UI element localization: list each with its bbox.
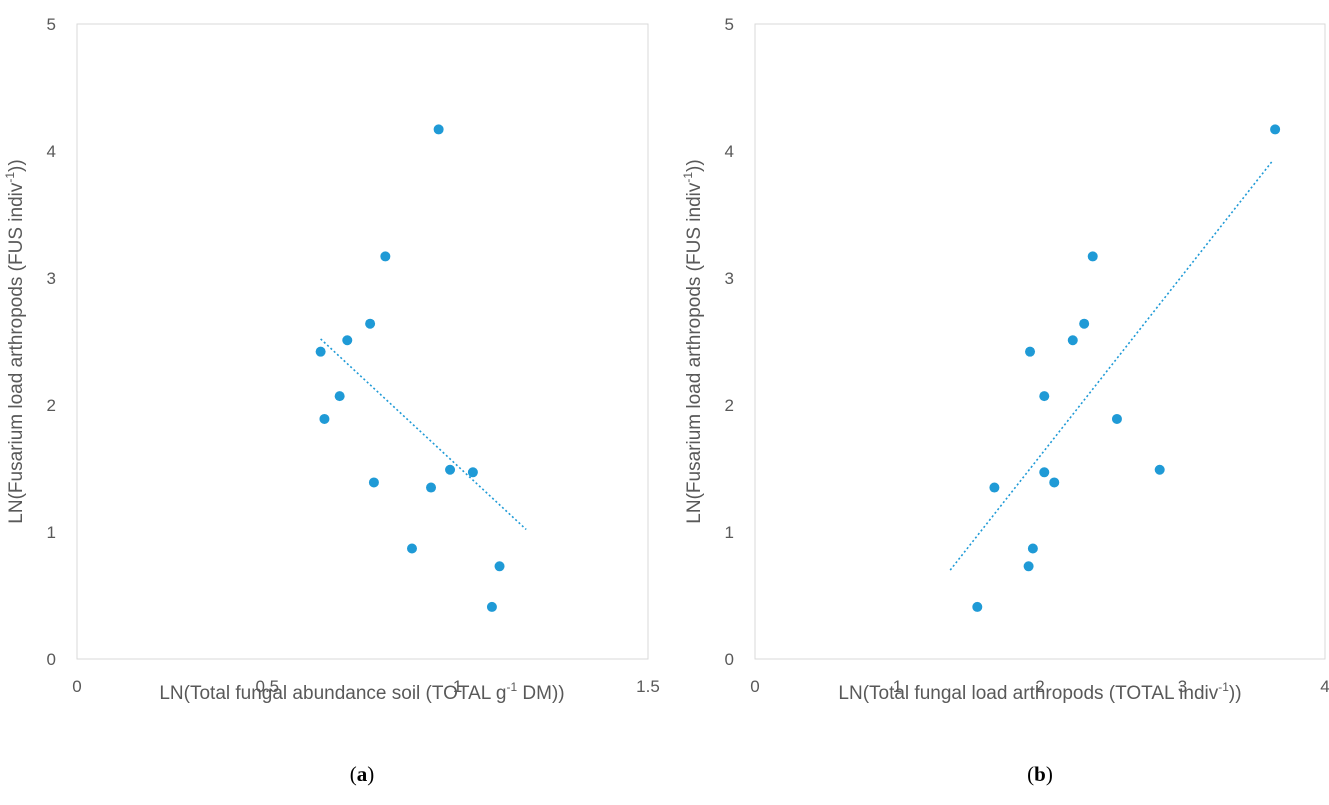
panel-b-x-tick-label: 3	[1178, 677, 1187, 696]
panel-b-y-tick-label: 0	[725, 650, 734, 669]
panel-a-data-point	[342, 335, 353, 346]
panel-a-y-tick-label: 4	[47, 142, 56, 161]
panel-b-x-tick-label: 2	[1035, 677, 1044, 696]
panel-a-x-tick-label: 1	[453, 677, 462, 696]
panel-a-x-tick-label: 0	[72, 677, 81, 696]
panel-b-data-point	[1025, 346, 1036, 357]
panel-a-data-point	[365, 318, 376, 329]
panel-b-chart: 0 1 2 3 4 0 1 2 3 4 5 LN(Total fungal load arthropo…	[681, 15, 1329, 786]
panel-a-y-tick-label: 3	[47, 269, 56, 288]
panel-b-data-point	[1023, 561, 1034, 572]
panel-a-x-axis-label: LN(Total fungal abundance soil (TOTAL g-…	[159, 680, 564, 704]
panel-b-data-point	[1039, 391, 1050, 402]
panel-a-data-point	[368, 477, 379, 488]
panel-a-plot-frame	[76, 23, 649, 660]
panel-a-y-axis-label: LN(Fusarium load arthropods (FUS indiv-1…	[3, 159, 27, 523]
panel-b-data-point	[1111, 413, 1122, 424]
panel-a-data-point	[315, 346, 326, 357]
panel-a-data-point	[433, 124, 444, 135]
panel-a-data-point	[426, 482, 437, 493]
panel-b-data-point	[1027, 543, 1038, 554]
panel-b-data-point	[1049, 477, 1060, 488]
panel-b-data-point	[1039, 467, 1050, 478]
panel-a-data-point	[319, 413, 330, 424]
panel-a-data-point	[486, 601, 497, 612]
panel-b-y-tick-label: 5	[725, 15, 734, 34]
panel-b-y-tick-label: 4	[725, 142, 734, 161]
panel-a-x-tick-label: 1.5	[636, 677, 660, 696]
panel-b-x-tick-label: 4	[1320, 677, 1329, 696]
panel-b-panel-label: (b)	[1027, 762, 1053, 786]
panel-a-x-tick-label: 0.5	[256, 677, 280, 696]
panel-b-y-tick-label: 2	[725, 396, 734, 415]
panel-a-data-point	[445, 464, 456, 475]
panel-b-y-tick-label: 3	[725, 269, 734, 288]
panel-a-y-tick-label: 1	[47, 523, 56, 542]
panel-a-trendline	[320, 338, 527, 531]
panel-a-y-tick-label: 5	[47, 15, 56, 34]
panel-a-chart: 0 0.5 1 1.5 0 1 2 3 4 5 LN(Total fungal abundance …	[3, 15, 660, 786]
panel-a-panel-label: (a)	[350, 762, 375, 786]
panel-b-data-point	[1154, 464, 1165, 475]
panel-b-x-axis-label: LN(Total fungal load arthropods (TOTAL i…	[838, 680, 1241, 704]
panel-a-data-point	[494, 561, 505, 572]
panel-b-data-point	[1067, 335, 1078, 346]
panel-b-data-point	[1270, 124, 1281, 135]
panel-a-y-tick-label: 0	[47, 650, 56, 669]
panel-a-data-point	[406, 543, 417, 554]
panel-b-y-tick-label: 1	[725, 523, 734, 542]
panel-a-data-point	[334, 391, 345, 402]
panel-b-data-point	[1079, 318, 1090, 329]
panel-b-data-point	[1087, 251, 1098, 262]
panel-a-y-tick-label: 2	[47, 396, 56, 415]
panel-b-plot-frame	[754, 23, 1326, 660]
panel-b-data-point	[989, 482, 1000, 493]
panel-a-data-point	[380, 251, 391, 262]
panel-b-x-tick-label: 0	[750, 677, 759, 696]
panel-b-y-axis-label: LN(Fusarium load arthropods (FUS indiv-1…	[681, 159, 705, 523]
panel-b-trendline	[949, 160, 1273, 571]
panel-a-data-point	[467, 467, 478, 478]
panel-b-data-point	[972, 601, 983, 612]
panel-b-x-tick-label: 1	[893, 677, 902, 696]
